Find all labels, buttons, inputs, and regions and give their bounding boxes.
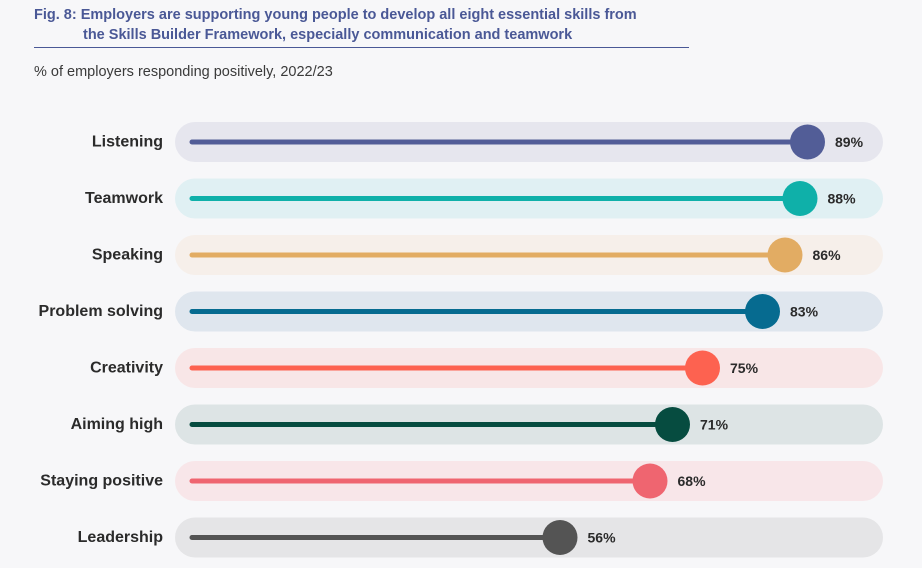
category-label-leadership: Leadership — [78, 529, 164, 546]
value-label-leadership: 56% — [588, 530, 617, 546]
value-label-speaking: 86% — [813, 247, 842, 263]
dot-speaking — [767, 237, 803, 273]
category-label-teamwork: Teamwork — [85, 190, 163, 207]
category-label-speaking: Speaking — [92, 247, 163, 264]
value-label-problem-solving: 83% — [790, 304, 819, 320]
dot-aiming-high — [655, 407, 690, 442]
dot-creativity — [685, 350, 720, 386]
category-label-listening: Listening — [92, 134, 163, 151]
dot-leadership — [542, 520, 578, 555]
dot-listening — [790, 124, 825, 160]
dot-staying-positive — [632, 463, 668, 499]
figure-title-line-2: the Skills Builder Framework, especially… — [83, 27, 573, 43]
value-label-creativity: 75% — [730, 360, 759, 376]
value-label-staying-positive: 68% — [678, 473, 707, 489]
figure-subtitle: % of employers responding positively, 20… — [34, 64, 333, 80]
value-label-listening: 89% — [835, 134, 864, 150]
dot-teamwork — [782, 181, 818, 216]
dot-problem-solving — [745, 294, 780, 329]
figure-title-line-1: Fig. 8: Employers are supporting young p… — [34, 7, 637, 23]
title-divider — [34, 47, 689, 48]
figure-title: Fig. 8: Employers are supporting young p… — [34, 5, 694, 45]
category-label-staying-positive: Staying positive — [40, 473, 163, 490]
category-label-aiming-high: Aiming high — [71, 416, 163, 433]
value-label-teamwork: 88% — [828, 191, 857, 207]
category-label-problem-solving: Problem solving — [39, 303, 163, 320]
value-label-aiming-high: 71% — [700, 417, 729, 433]
category-label-creativity: Creativity — [90, 360, 163, 377]
